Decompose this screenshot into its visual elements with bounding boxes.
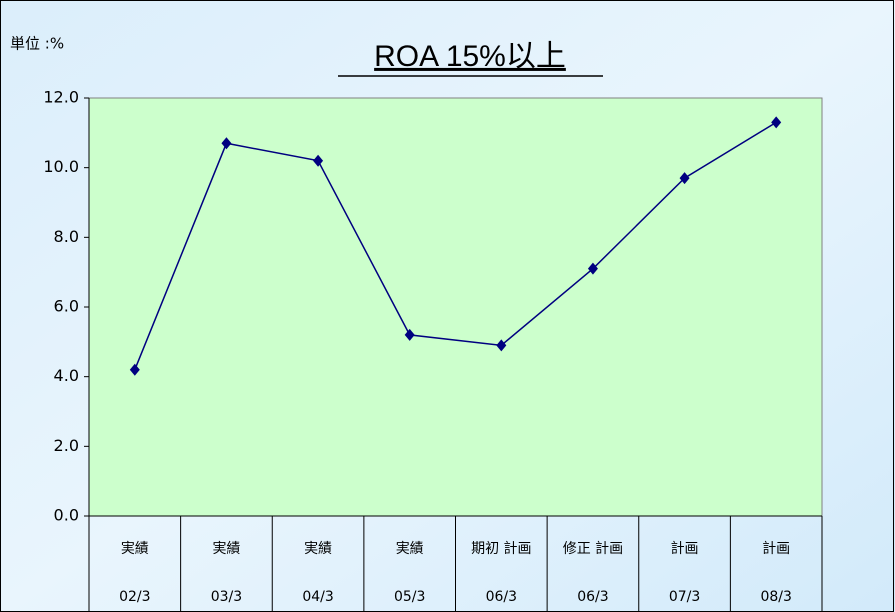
data-point [404,328,415,341]
data-point [679,172,690,185]
x-tick-label: 07/3 [669,589,700,605]
category-group-label: 修正 計画 [563,541,623,557]
y-tick-label: 8.0 [54,227,79,246]
data-point [313,154,324,167]
y-tick-label: 10.0 [43,157,79,176]
data-point [496,339,507,352]
category-group-label: 期初 計画 [471,540,531,557]
series-line [134,121,777,370]
y-tick-label: 12.0 [43,88,79,107]
category-group-label: 実績 [396,541,424,557]
data-point [129,363,140,376]
x-tick-label: 05/3 [394,589,425,605]
y-tick-label: 6.0 [54,297,79,316]
y-tick-label: 2.0 [54,436,79,455]
category-group-label: 計画 [671,541,699,557]
x-tick-label: 08/3 [760,589,791,605]
data-point [771,116,782,129]
chart-title: ROA 15%以上 [374,40,566,73]
category-group-label: 実績 [212,541,240,557]
data-point [587,262,598,275]
x-tick-label: 03/3 [211,589,242,605]
y-tick-label: 4.0 [54,366,79,385]
category-group-label: 実績 [304,541,332,557]
x-tick-label: 06/3 [577,589,608,605]
x-tick-label: 02/3 [119,589,150,605]
unit-label: 単位 :% [10,35,64,53]
x-tick-label: 04/3 [302,589,333,605]
data-point [221,137,232,150]
x-tick-label: 06/3 [486,589,517,605]
y-tick-label: 0.0 [54,506,79,525]
category-group-label: 実績 [121,541,149,557]
plot-area [88,97,823,517]
category-group-label: 計画 [762,541,790,557]
